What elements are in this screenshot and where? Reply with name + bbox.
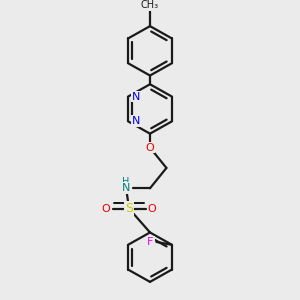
Text: N: N [132, 92, 141, 102]
Text: H: H [122, 177, 130, 187]
Text: F: F [147, 237, 154, 247]
Text: O: O [102, 204, 110, 214]
Text: O: O [148, 204, 157, 214]
Text: N: N [132, 116, 141, 126]
Text: N: N [122, 183, 130, 193]
Text: CH₃: CH₃ [141, 0, 159, 10]
Text: S: S [125, 202, 133, 215]
Text: O: O [146, 142, 154, 153]
